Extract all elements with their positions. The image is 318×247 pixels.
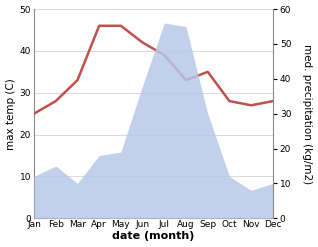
X-axis label: date (month): date (month) bbox=[112, 231, 195, 242]
Y-axis label: med. precipitation (kg/m2): med. precipitation (kg/m2) bbox=[302, 44, 313, 184]
Y-axis label: max temp (C): max temp (C) bbox=[5, 78, 16, 149]
